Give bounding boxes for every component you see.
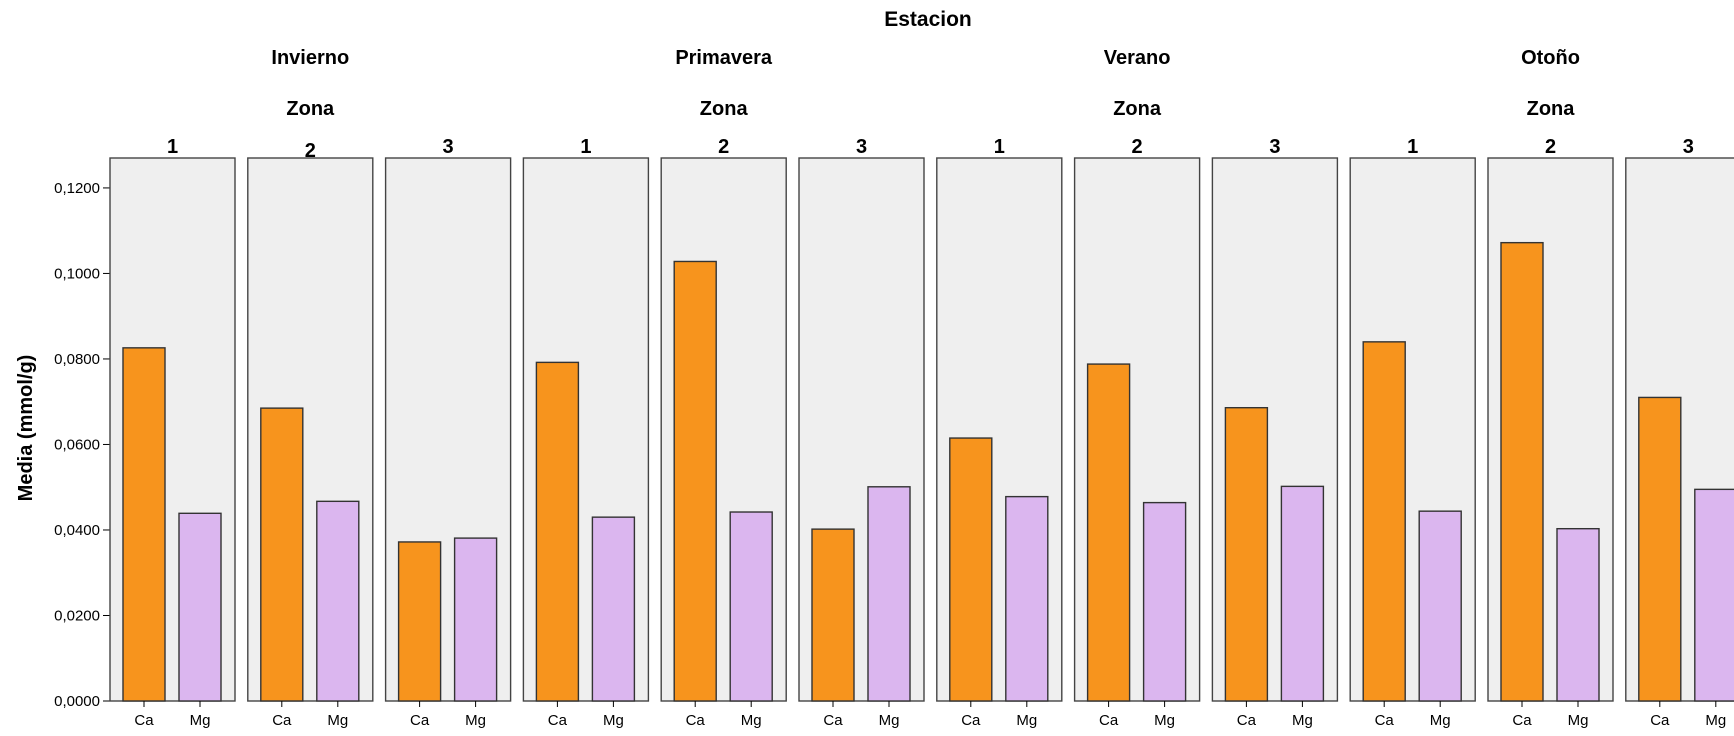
x-tick-label: Ca [548, 712, 568, 729]
bar-ca [673, 260, 717, 702]
x-tick-label: Ca [134, 712, 154, 729]
zona-number-label: 1 [1407, 136, 1418, 158]
bar-ca [122, 347, 166, 702]
bar-ca [811, 528, 855, 702]
bar-ca [1086, 363, 1131, 702]
zona-number-label: 2 [1132, 136, 1143, 158]
bar-ca [949, 437, 993, 702]
bar-ca [1362, 341, 1406, 702]
panel: 2 Ca Mg [1487, 136, 1614, 729]
y-tick-label: 0,1200 [54, 180, 100, 197]
x-tick-label: Mg [1016, 712, 1037, 729]
x-tick-label: Ca [823, 712, 843, 729]
x-tick-label: Mg [465, 712, 486, 729]
panel: 1 Ca Mg [109, 136, 236, 729]
x-tick-label: Mg [1154, 712, 1175, 729]
zona-number-label: 3 [443, 136, 454, 158]
panel: 2 Ca Mg [660, 136, 787, 729]
panel: 1 Ca Mg [936, 136, 1063, 729]
x-tick-label: Ca [686, 712, 706, 729]
bar-mg [1280, 485, 1325, 702]
x-tick-label: Ca [1237, 712, 1257, 729]
bar-mg [591, 516, 636, 702]
bar-ca [1224, 406, 1269, 702]
bar-mg [453, 537, 498, 702]
x-tick-label: Ca [961, 712, 981, 729]
bar-mg [316, 500, 360, 702]
bar-mg [1418, 510, 1462, 702]
x-tick-label: Mg [879, 712, 900, 729]
panel: 1 Ca Mg [1349, 136, 1476, 729]
zona-number-label: 3 [1269, 136, 1280, 158]
bar-mg [1556, 527, 1600, 702]
x-tick-label: Mg [327, 712, 348, 729]
y-tick-label: 0,0800 [54, 351, 100, 368]
bar-mg [867, 486, 911, 702]
y-tick-label: 0,0200 [54, 607, 100, 624]
zona-number-label: 3 [1683, 136, 1694, 158]
zona-number-label: 1 [994, 136, 1005, 158]
panel: 3 Ca Mg [1625, 136, 1734, 729]
zona-label: Zona [700, 98, 749, 120]
season-label: Otoño [1521, 47, 1580, 69]
x-tick-label: Mg [1568, 712, 1589, 729]
y-axis: 0,0000 0,0200 0,0400 0,0600 0,0800 0,1000 0,12… [54, 168, 111, 710]
bar-mg [1142, 501, 1187, 702]
panel: 1 Ca Mg [522, 136, 650, 729]
zona-label: Zona [1527, 98, 1576, 120]
zona-number-label: 2 [718, 136, 729, 158]
zona-number-label: 3 [856, 136, 867, 158]
y-tick-label: 0,0000 [54, 693, 100, 710]
x-tick-label: Ca [1650, 712, 1670, 729]
panel: 3 Ca Mg [1211, 136, 1339, 729]
y-tick-label: 0,0600 [54, 436, 100, 453]
panel: 2 Ca Mg [1073, 136, 1201, 729]
y-tick-label: 0,0400 [54, 522, 100, 539]
bar-mg [178, 512, 222, 702]
panel: 2 Ca Mg [247, 140, 374, 729]
bar-ca [397, 541, 442, 702]
x-tick-label: Ca [1512, 712, 1532, 729]
x-tick-label: Mg [741, 712, 762, 729]
bar-mg [1694, 488, 1734, 702]
season-label: Invierno [271, 47, 349, 69]
bar-ca [1500, 241, 1544, 702]
season-label: Verano [1104, 47, 1171, 69]
x-tick-label: Mg [603, 712, 624, 729]
season-label: Primavera [675, 47, 773, 69]
x-tick-label: Ca [1099, 712, 1119, 729]
bar-mg [1005, 495, 1049, 702]
zona-number-label: 2 [1545, 136, 1556, 158]
zona-number-label: 2 [305, 140, 316, 162]
x-tick-label: Ca [272, 712, 292, 729]
y-axis-label: Media (mmol/g) [15, 355, 37, 502]
panel: 3 Ca Mg [384, 136, 512, 729]
bar-ca [260, 407, 304, 702]
chart-title: Estacion [884, 8, 972, 31]
panels: Invierno Zona 1 Ca Mg 2 Ca Mg 3 Ca Mg Primavera Zona… [109, 47, 1734, 729]
bar-ca [535, 361, 580, 702]
x-tick-label: Mg [1430, 712, 1451, 729]
x-tick-label: Mg [190, 712, 211, 729]
zona-number-label: 1 [167, 136, 178, 158]
x-tick-label: Mg [1292, 712, 1313, 729]
zona-number-label: 1 [580, 136, 591, 158]
bar-mg [729, 511, 773, 702]
x-tick-label: Mg [1705, 712, 1726, 729]
zona-label: Zona [286, 98, 335, 120]
panel: 3 Ca Mg [798, 136, 925, 729]
x-tick-label: Ca [410, 712, 430, 729]
y-tick-label: 0,1000 [54, 265, 100, 282]
bar-ca [1638, 396, 1682, 702]
zona-label: Zona [1113, 98, 1162, 120]
x-tick-label: Ca [1375, 712, 1395, 729]
